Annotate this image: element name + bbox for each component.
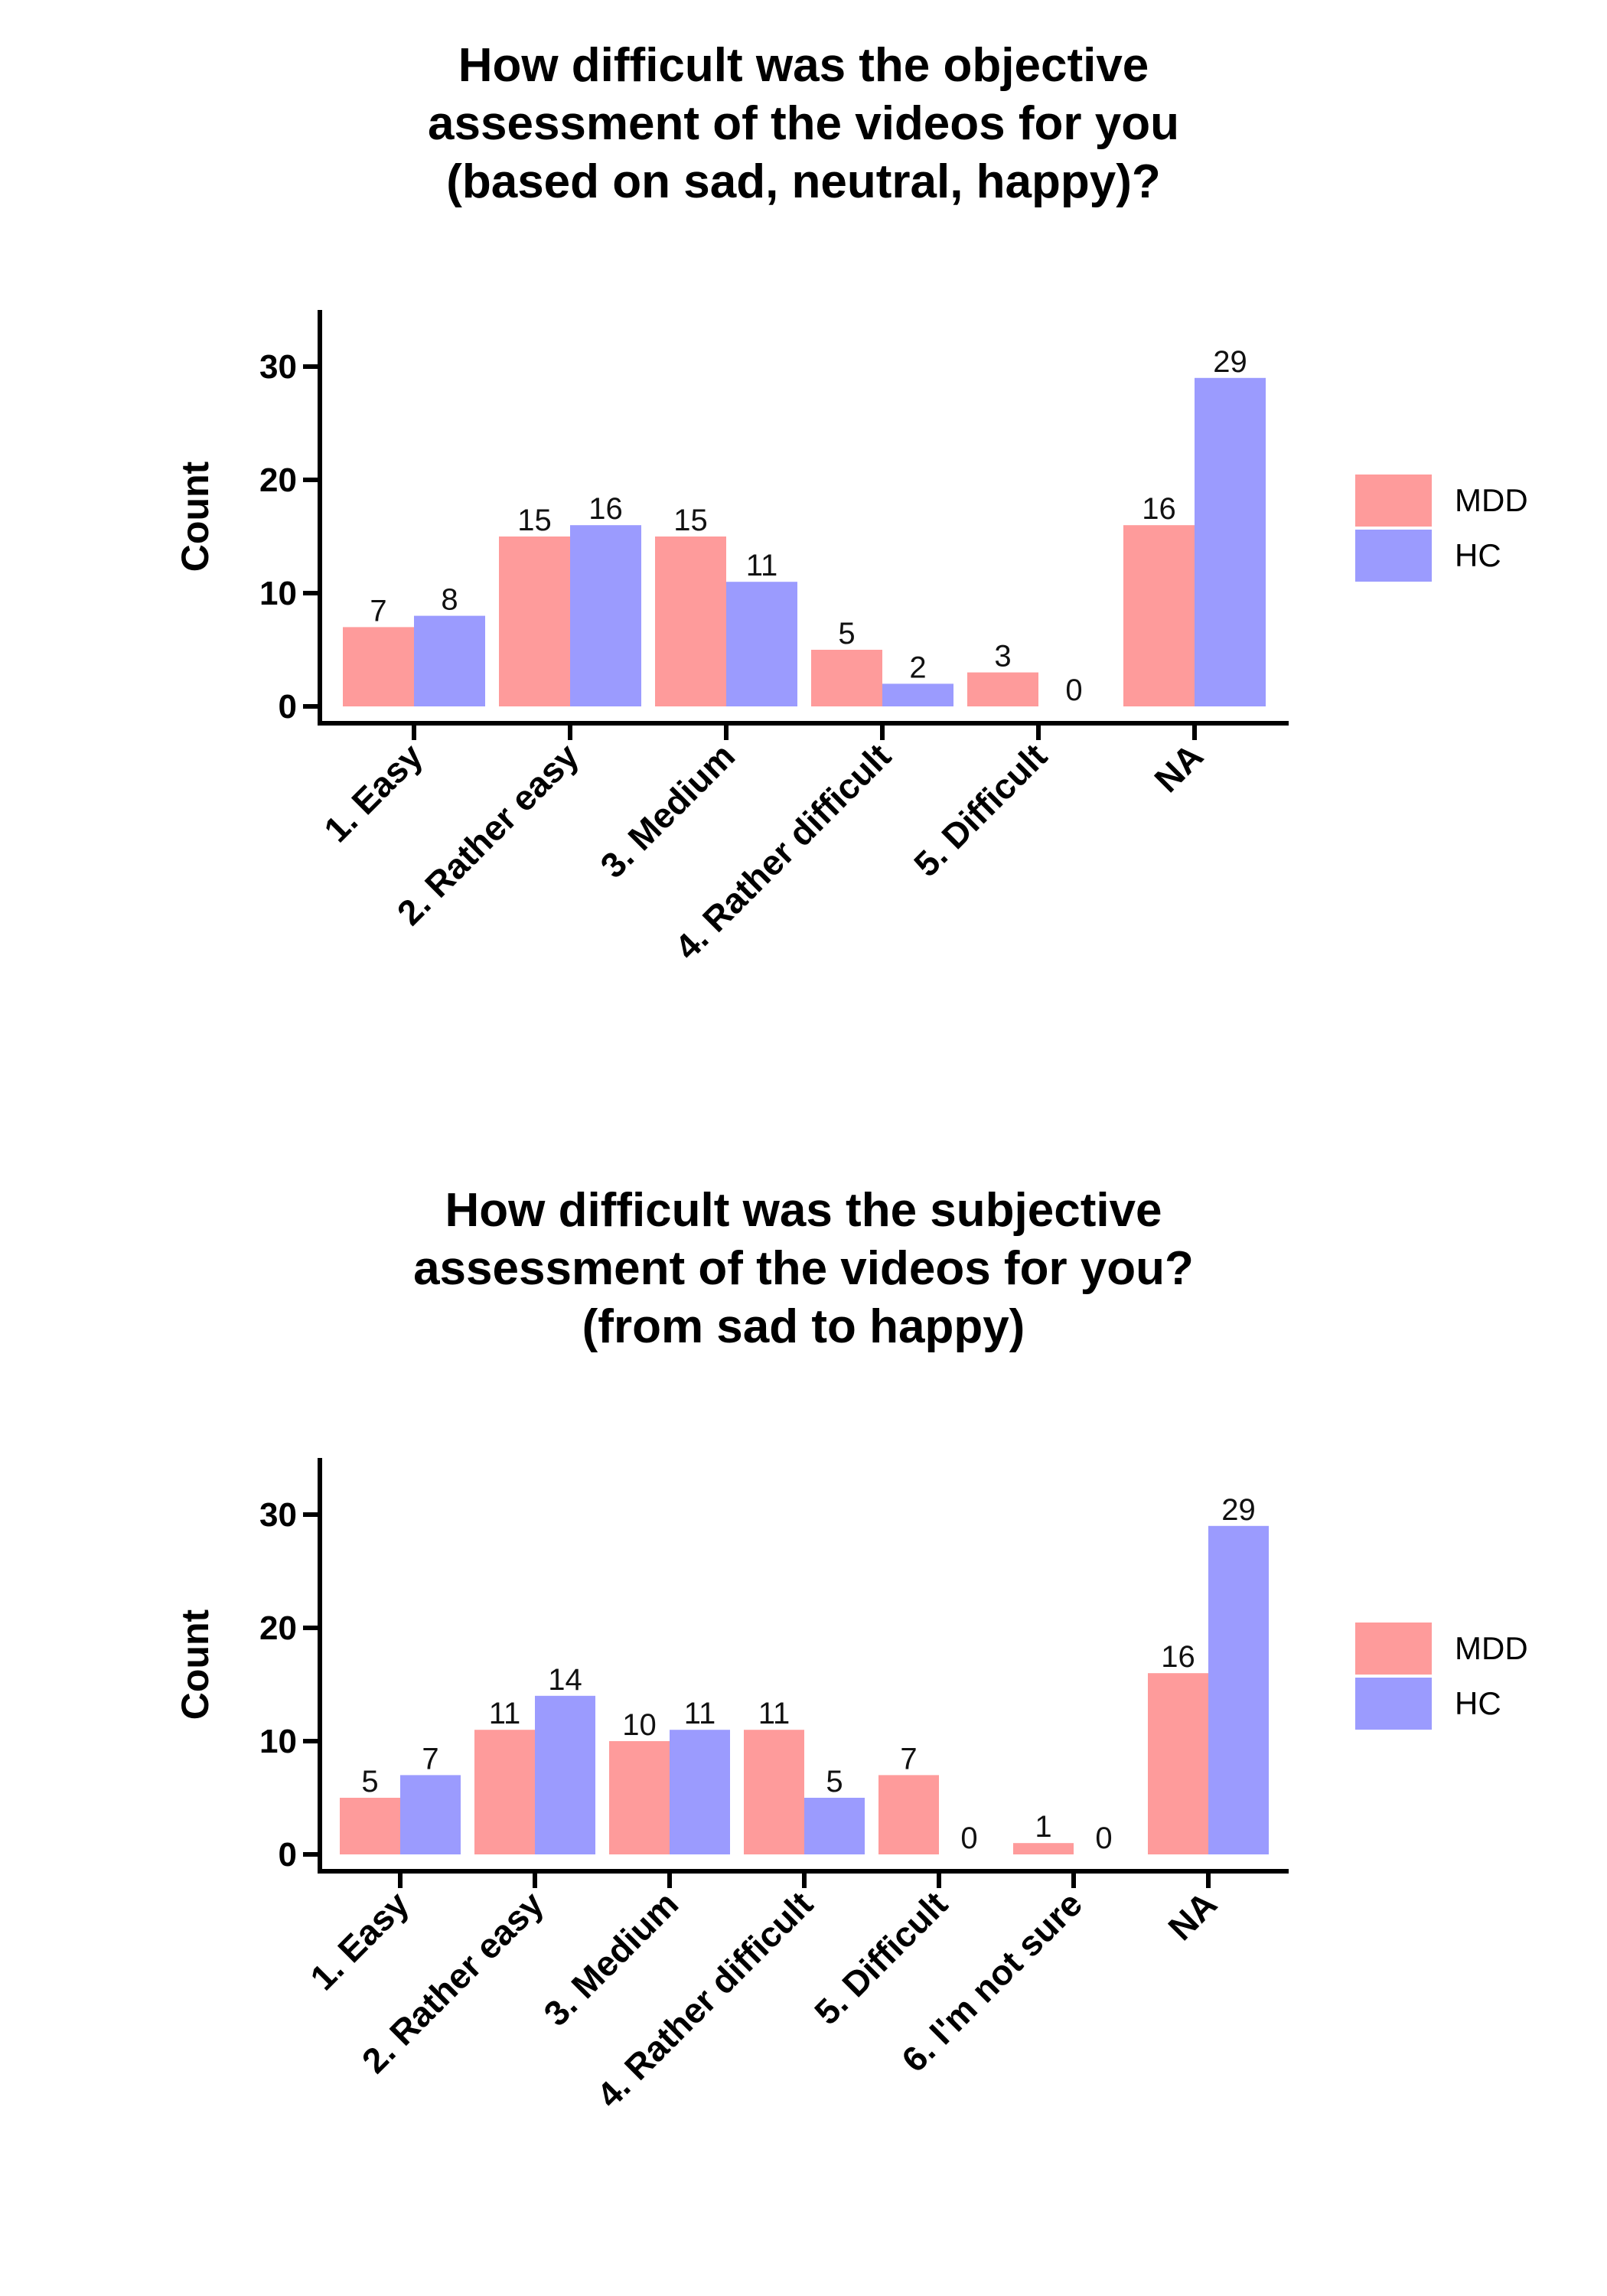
bar-mdd-1	[340, 1798, 400, 1854]
data-label-mdd-5: 3	[994, 640, 1011, 673]
bar-mdd-4	[811, 650, 882, 706]
category-label: 1. Easy	[302, 1883, 416, 1998]
legend-swatch-mdd	[1355, 1623, 1432, 1675]
bar-hc-1	[400, 1775, 461, 1854]
bar-mdd-2	[499, 536, 570, 706]
data-label-hc-5: 0	[1065, 673, 1082, 707]
category-label: NA	[1146, 735, 1211, 800]
data-label-hc-5: 0	[960, 1821, 977, 1855]
bar-mdd-1	[343, 627, 414, 706]
bar-hc-4	[882, 683, 953, 706]
data-label-hc-4: 5	[826, 1765, 843, 1799]
data-label-hc-1: 7	[422, 1742, 438, 1776]
category-label: 5. Difficult	[807, 1883, 955, 2032]
chart-2-title-line-1: How difficult was the subjective	[445, 1184, 1162, 1237]
data-label-hc-6: 0	[1095, 1821, 1112, 1855]
category-label: NA	[1160, 1883, 1224, 1948]
bar-hc-6	[1195, 377, 1266, 706]
data-label-mdd-3: 15	[673, 504, 708, 537]
category-label: 3. Medium	[536, 1883, 686, 2033]
y-axis-title: Count	[174, 461, 217, 572]
data-label-hc-7: 29	[1221, 1493, 1256, 1527]
data-label-hc-6: 29	[1213, 345, 1247, 379]
category-label: 5. Difficult	[906, 735, 1054, 884]
data-label-hc-3: 11	[746, 549, 778, 582]
bar-mdd-6	[1013, 1843, 1074, 1854]
data-label-mdd-2: 11	[489, 1697, 521, 1730]
legend-label-mdd: MDD	[1455, 1630, 1528, 1666]
y-tick-label: 30	[259, 1496, 297, 1534]
bar-mdd-2	[474, 1730, 535, 1854]
chart-1-title-line-2: assessment of the videos for you	[428, 97, 1179, 150]
legend-swatch-hc	[1355, 530, 1432, 582]
data-label-mdd-3: 10	[622, 1708, 657, 1742]
bar-hc-2	[570, 525, 641, 706]
y-tick-label: 20	[259, 461, 297, 499]
chart-2-title-line-2: assessment of the videos for you?	[413, 1242, 1194, 1295]
data-label-mdd-5: 7	[900, 1742, 917, 1776]
data-label-hc-2: 16	[588, 492, 623, 526]
data-label-hc-2: 14	[548, 1663, 582, 1697]
chart-1-title-line-3: (based on sad, neutral, happy)?	[446, 155, 1161, 208]
data-label-mdd-7: 16	[1161, 1640, 1195, 1674]
category-label: 3. Medium	[592, 735, 742, 885]
chart-2-title-line-3: (from sad to happy)	[582, 1300, 1025, 1353]
chart-1-title-line-1: How difficult was the objective	[458, 39, 1149, 92]
bar-hc-2	[535, 1695, 595, 1854]
data-label-mdd-4: 5	[838, 617, 855, 651]
legend-label-hc: HC	[1455, 1685, 1501, 1721]
bar-mdd-5	[967, 672, 1038, 706]
y-tick-label: 10	[259, 575, 297, 612]
data-label-mdd-6: 16	[1142, 492, 1176, 526]
data-label-hc-1: 8	[441, 583, 458, 617]
bar-mdd-4	[744, 1730, 804, 1854]
legend-swatch-mdd	[1355, 475, 1432, 527]
y-tick-label: 20	[259, 1609, 297, 1647]
legend-swatch-hc	[1355, 1678, 1432, 1730]
y-axis-title: Count	[174, 1609, 217, 1720]
data-label-hc-4: 2	[909, 651, 926, 684]
chart-1-title: How difficult was the objective assessme…	[153, 37, 1454, 211]
y-tick-label: 0	[279, 688, 297, 726]
y-tick-label: 30	[259, 348, 297, 386]
bar-hc-4	[804, 1798, 865, 1854]
data-label-mdd-6: 1	[1035, 1810, 1051, 1844]
bar-mdd-6	[1123, 525, 1195, 706]
bar-mdd-7	[1148, 1673, 1208, 1854]
y-tick-label: 0	[279, 1836, 297, 1874]
legend-label-mdd: MDD	[1455, 482, 1528, 518]
bar-mdd-3	[609, 1741, 670, 1854]
bar-hc-3	[670, 1730, 730, 1854]
y-tick-label: 10	[259, 1723, 297, 1760]
bar-mdd-3	[655, 536, 726, 706]
bar-hc-3	[726, 582, 797, 706]
category-label: 1. Easy	[316, 735, 430, 850]
data-label-mdd-2: 15	[517, 504, 552, 537]
bar-mdd-5	[878, 1775, 939, 1854]
data-label-mdd-1: 7	[370, 594, 386, 628]
bar-hc-1	[414, 615, 485, 706]
data-label-hc-3: 11	[684, 1697, 716, 1730]
legend-label-hc: HC	[1455, 537, 1501, 573]
data-label-mdd-1: 5	[361, 1765, 378, 1799]
data-label-mdd-4: 11	[758, 1697, 790, 1730]
chart-2-title: How difficult was the subjective assessm…	[153, 1182, 1454, 1356]
bar-hc-7	[1208, 1525, 1269, 1854]
